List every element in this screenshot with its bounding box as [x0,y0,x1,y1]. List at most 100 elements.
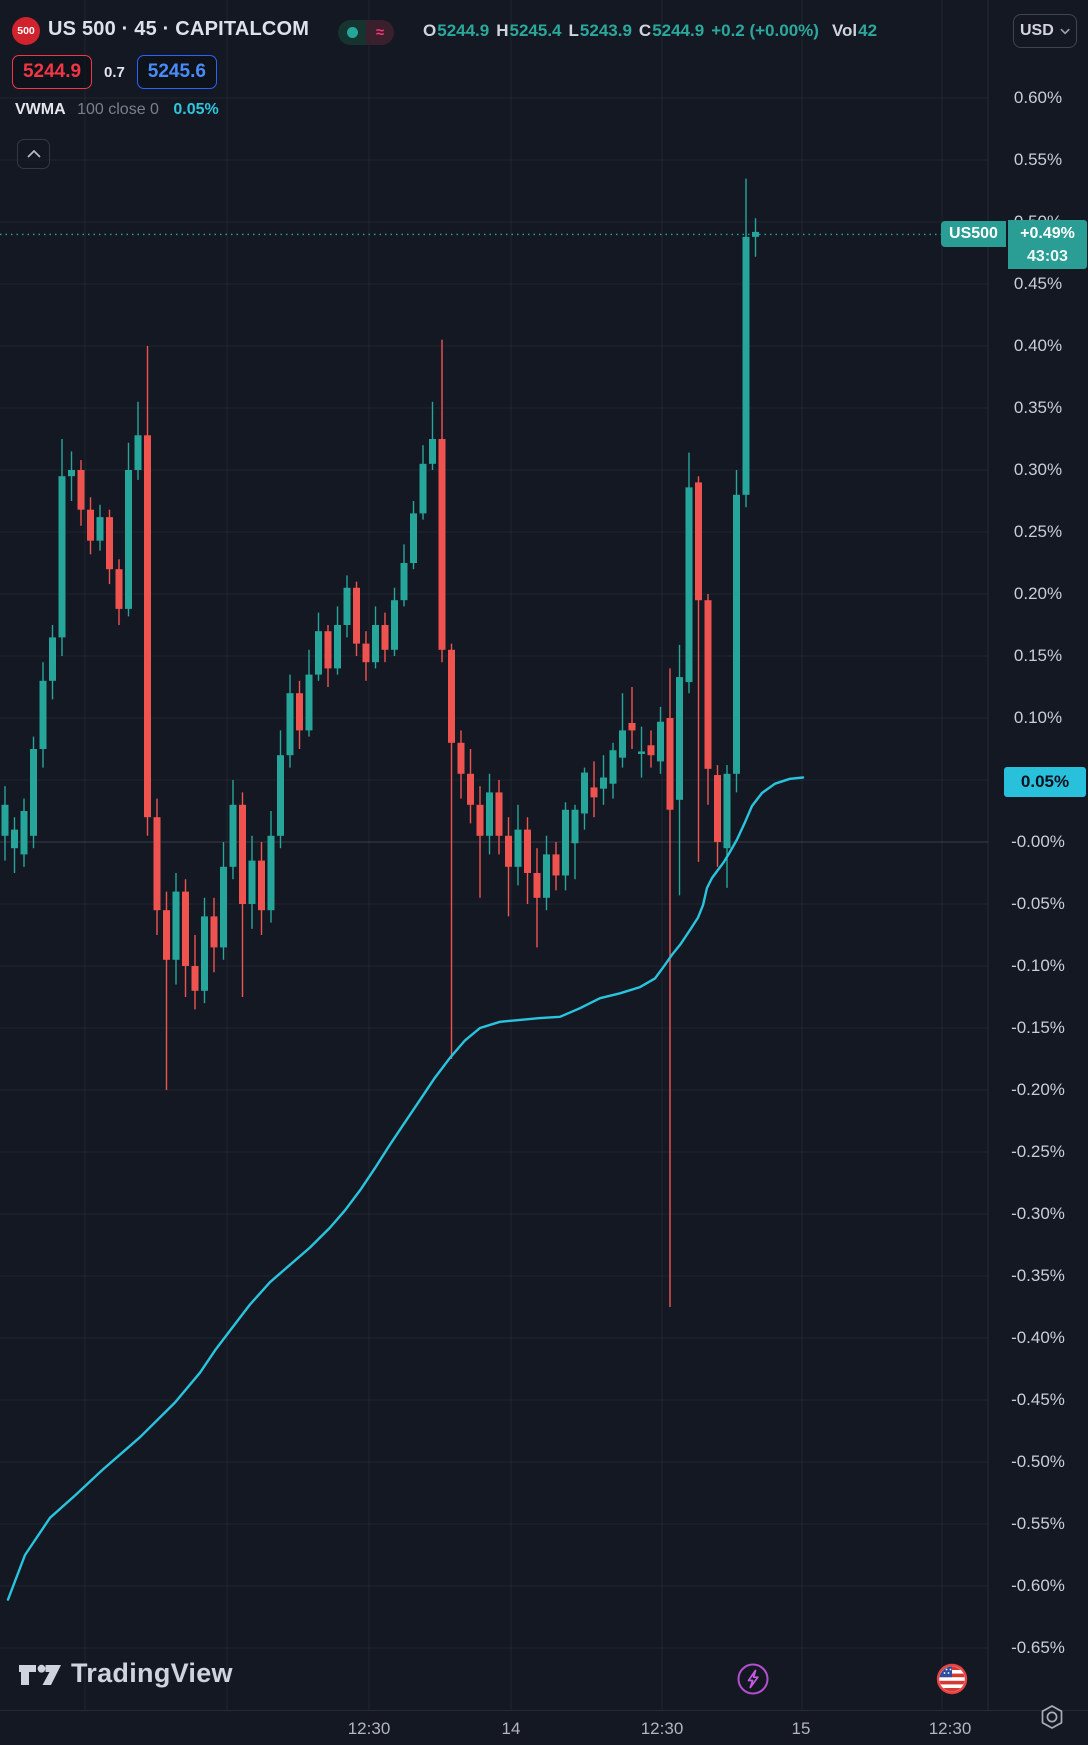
candle-body [552,854,560,876]
candle-body [144,435,151,818]
us-economic-event-flag-icon[interactable] [935,1662,969,1701]
candle-body [210,916,218,948]
candle-body [723,773,731,849]
candle-body [514,829,522,867]
time-tick-label: 15 [791,1719,811,1738]
sell-button[interactable]: 5244.9 [12,55,92,89]
candle-body [742,236,750,495]
candle-body [96,517,104,541]
candle-body [30,749,37,836]
candle-body [429,439,436,464]
candle-body [115,569,123,609]
tradingview-logo[interactable]: TradingView [18,1658,233,1689]
candle-body [324,631,332,669]
candle-body [733,494,740,774]
candle-body [258,860,265,911]
candle-body [704,600,712,769]
symbol-logo-icon[interactable]: 500 [12,17,40,45]
chevron-up-icon [26,150,41,158]
candle-body [685,487,693,683]
symbol-title[interactable]: US 500 · 45 · CAPITALCOM [48,18,310,40]
news-flash-icon[interactable] [736,1662,770,1701]
currency-value: USD [1020,22,1054,39]
candle-body [134,435,142,470]
candle-body [11,829,18,849]
price-tick-label: -0.35% [1011,1266,1065,1285]
candle-body [353,587,360,644]
time-axis[interactable]: 12:30 14 12:30 15 12:30 [0,1710,1088,1745]
candle-body [666,718,674,810]
price-tick-label: -0.10% [1011,956,1065,975]
candle-body [476,804,484,836]
candle-body [562,809,569,876]
candle-body [248,860,256,904]
price-tick-label: -0.05% [1011,894,1065,913]
last-price-badge[interactable]: +0.49% 43:03 [1008,220,1087,269]
candle-body [571,809,579,844]
spread-value: 0.7 [104,63,125,81]
candle-body [39,680,47,749]
candle-body [676,677,683,800]
price-tick-label: 0.35% [1013,398,1063,417]
candle-body [505,835,512,867]
candle-body [581,772,588,814]
price-tick-label: -0.00% [1011,832,1065,851]
candle-body [533,873,541,898]
market-status-toggle[interactable]: ≈ [338,20,394,45]
price-tick-label: -0.55% [1011,1514,1065,1533]
delayed-data-icon: ≈ [366,20,394,45]
candle-body [68,470,75,477]
price-tick-label: 0.60% [1013,88,1063,107]
candle-body [543,854,550,898]
price-tick-label: 0.20% [1013,584,1063,603]
price-tick-label: -0.50% [1011,1452,1065,1471]
time-tick-label: 12:30 [640,1719,684,1738]
price-tick-label: -0.25% [1011,1142,1065,1161]
price-tick-label: -0.45% [1011,1390,1065,1409]
candle-body [296,693,303,731]
currency-dropdown[interactable]: USD [1013,14,1077,48]
indicator-params: 100 close 0 [77,101,159,118]
collapse-legend-button[interactable] [17,139,50,169]
price-tick-label: 0.55% [1013,150,1063,169]
candle-body [239,804,246,904]
vwma-axis-label: 0.05% [1004,767,1086,797]
price-tick-label: -0.15% [1011,1018,1065,1037]
price-tick-label: -0.40% [1011,1328,1065,1347]
time-tick-label: 12:30 [347,1719,391,1738]
open-value: 5244.9 [437,21,490,40]
candle-body [220,866,227,948]
candle-body [467,773,474,805]
candle-body [153,817,161,911]
candle-body [87,509,94,541]
price-tick-label: 0.25% [1013,522,1063,541]
candle-body [106,517,113,570]
candle-body [229,804,237,867]
symbol-price-line-tab[interactable]: US500 [941,221,1006,247]
candle-body [315,631,322,675]
candle-body [362,643,370,663]
price-tick-label: 0.45% [1013,274,1063,293]
volume-value: 42 [858,21,878,40]
vwma-line [6,776,805,1601]
candle-body [172,891,180,960]
chevron-down-icon [1060,28,1070,35]
candle-body [201,916,208,991]
indicator-legend[interactable]: VWMA 100 close 0 0.05% [15,101,219,119]
buy-button[interactable]: 5245.6 [136,55,217,89]
candle-body [714,775,721,842]
axis-settings-gear-icon[interactable] [1038,1703,1066,1736]
candle-body [343,587,351,625]
candle-body [125,470,132,609]
high-label: H [496,21,509,40]
candle-body [58,476,66,638]
indicator-value: 0.05% [173,101,219,118]
indicator-name: VWMA [15,101,66,118]
price-axis[interactable]: 0.60%0.55%0.50%0.45%0.40%0.35%0.30%0.25%… [988,0,1088,1710]
candle-body [448,649,455,743]
ohlc-readout: O5244.9 H5245.4 L5243.9 C5244.9 +0.2 (+0.00%… [423,21,884,41]
candle-body [695,482,702,601]
price-tick-label: 0.30% [1013,460,1063,479]
